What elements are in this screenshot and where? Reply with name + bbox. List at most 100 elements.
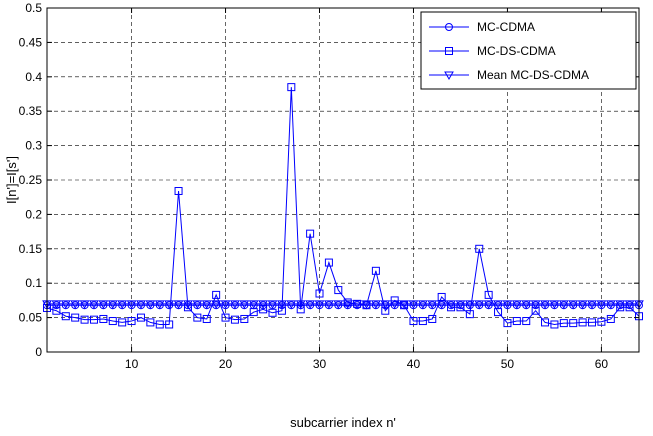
data-point xyxy=(389,300,400,309)
legend-marker xyxy=(445,23,453,31)
data-point xyxy=(305,300,315,309)
data-point xyxy=(306,229,315,238)
data-point xyxy=(436,300,447,309)
data-point xyxy=(239,300,250,309)
data-point xyxy=(248,300,259,309)
y-tick-label: 0.1 xyxy=(25,276,42,290)
data-point xyxy=(118,318,127,327)
data-point xyxy=(597,317,606,326)
data-point xyxy=(173,300,184,309)
data-point xyxy=(61,312,70,321)
data-point xyxy=(352,300,362,309)
data-point xyxy=(136,313,145,322)
data-point xyxy=(455,300,466,309)
data-point xyxy=(192,300,203,309)
data-point xyxy=(530,300,541,309)
data-point xyxy=(511,300,522,309)
data-point xyxy=(605,300,616,309)
data-point xyxy=(79,300,90,309)
data-point xyxy=(164,300,175,309)
data-point xyxy=(371,300,381,309)
data-point xyxy=(371,266,380,275)
legend-label: MC-DS-CDMA xyxy=(477,44,556,58)
data-point xyxy=(220,300,231,309)
data-point xyxy=(558,300,569,309)
data-point xyxy=(587,300,597,309)
data-point xyxy=(464,300,475,309)
data-point xyxy=(230,315,239,324)
y-tick-label: 0.45 xyxy=(19,35,43,49)
data-point xyxy=(174,187,183,196)
data-point xyxy=(212,290,221,299)
x-tick-label: 50 xyxy=(501,357,515,371)
data-point xyxy=(428,314,437,323)
data-point xyxy=(483,300,494,309)
data-point xyxy=(258,300,268,309)
legend-marker xyxy=(445,47,453,55)
data-point xyxy=(165,320,174,329)
data-point xyxy=(408,300,419,309)
data-point xyxy=(569,319,578,328)
data-point xyxy=(146,318,155,327)
data-point xyxy=(588,318,597,327)
y-tick-label: 0.15 xyxy=(19,242,43,256)
data-point xyxy=(503,319,512,328)
data-point xyxy=(136,300,146,309)
y-tick-label: 0.05 xyxy=(19,311,43,325)
data-point xyxy=(80,315,89,324)
data-point xyxy=(296,305,305,314)
data-point xyxy=(615,300,626,309)
data-point xyxy=(334,286,343,295)
data-point xyxy=(493,300,503,309)
data-point xyxy=(267,300,278,309)
data-point xyxy=(126,300,137,309)
data-point xyxy=(324,258,333,267)
data-point xyxy=(342,300,353,309)
data-point xyxy=(465,310,474,319)
y-tick-label: 0.2 xyxy=(25,207,42,221)
data-point xyxy=(155,320,164,329)
data-point xyxy=(98,300,109,309)
data-point xyxy=(99,314,108,323)
data-point xyxy=(287,83,296,92)
data-point xyxy=(145,300,156,309)
data-point xyxy=(108,317,117,326)
legend-marker xyxy=(444,71,454,81)
data-point xyxy=(60,300,71,309)
data-point xyxy=(484,290,493,299)
data-point xyxy=(89,300,99,309)
data-point xyxy=(427,300,438,309)
data-point xyxy=(211,300,222,309)
data-point xyxy=(446,300,456,309)
data-point xyxy=(315,289,324,298)
x-tick-label: 30 xyxy=(313,357,327,371)
y-tick-label: 0.25 xyxy=(19,173,43,187)
data-point xyxy=(559,319,568,328)
y-tick-label: 0.5 xyxy=(25,1,42,15)
data-point xyxy=(568,300,579,309)
legend-label: MC-CDMA xyxy=(477,20,535,34)
legend: MC-CDMA MC-DS-CDMA Mean MC-DS-CDMA xyxy=(420,11,637,90)
data-point xyxy=(409,317,418,326)
y-tick-label: 0 xyxy=(35,345,42,359)
y-tick-label: 0.4 xyxy=(25,70,42,84)
data-point xyxy=(624,300,635,309)
data-point xyxy=(201,300,212,309)
legend-label: Mean MC-DS-CDMA xyxy=(477,68,589,82)
data-point xyxy=(183,300,193,309)
x-tick-label: 40 xyxy=(407,357,421,371)
data-point xyxy=(277,300,287,309)
data-point xyxy=(502,300,513,309)
data-point xyxy=(71,313,80,322)
data-point xyxy=(51,300,62,309)
x-tick-label: 60 xyxy=(595,357,609,371)
data-point xyxy=(380,300,391,309)
y-tick-label: 0.3 xyxy=(25,139,42,153)
data-point xyxy=(240,314,249,323)
series-layer xyxy=(42,83,644,329)
data-point xyxy=(127,317,136,326)
data-point xyxy=(522,317,531,326)
data-point xyxy=(107,300,118,309)
data-point xyxy=(418,300,428,309)
